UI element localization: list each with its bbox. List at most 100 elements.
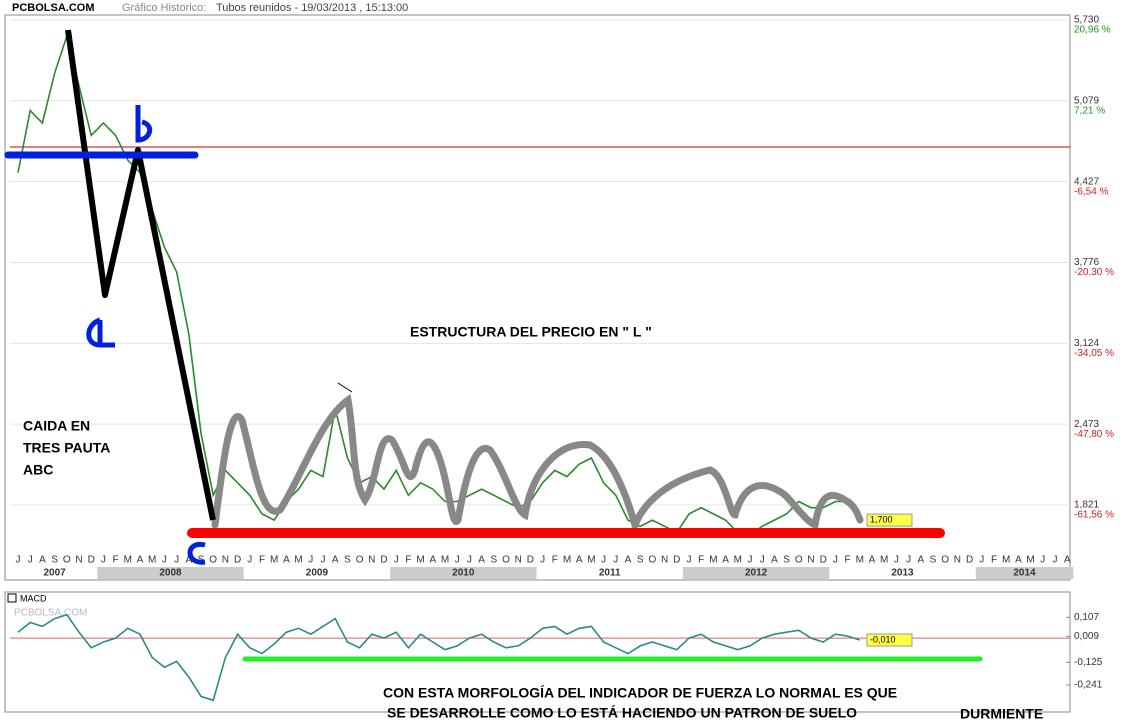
y-tick-label: -0,125 (1074, 657, 1103, 668)
pointer (337, 382, 353, 393)
y2-tick-label: 7,21 % (1074, 105, 1105, 116)
x-tick-label: A (429, 555, 436, 566)
x-tick-label: J (308, 555, 313, 566)
annotation: CON ESTA MORFOLOGÍA DEL INDICADOR DE FUE… (383, 685, 897, 701)
abc-drawing (65, 29, 216, 521)
y-tick-label: 3,776 (1074, 257, 1099, 268)
x-tick-label: A (137, 555, 144, 566)
x-tick-label: J (833, 555, 838, 566)
x-tick-label: J (687, 555, 692, 566)
x-tick-label: M (709, 555, 717, 566)
y2-tick-label: -6,54 % (1074, 186, 1109, 197)
x-tick-label: N (954, 555, 961, 566)
chart-label: Gráfico Historico: (122, 2, 206, 14)
x-tick-label: O (209, 555, 217, 566)
letter-b (135, 105, 153, 143)
x-tick-label: A (332, 555, 339, 566)
x-tick-label: A (478, 555, 485, 566)
x-tick-label: J (174, 555, 179, 566)
x-tick-label: M (124, 555, 132, 566)
x-tick-label: O (63, 555, 71, 566)
x-tick-label: M (563, 555, 571, 566)
y-tick-label: 4,427 (1074, 176, 1099, 187)
x-tick-label: M (148, 555, 156, 566)
x-tick-label: J (906, 555, 911, 566)
x-tick-label: M (734, 555, 742, 566)
x-tick-label: F (113, 555, 119, 566)
y-tick-label: -0,241 (1074, 680, 1103, 691)
y2-tick-label: 20,96 % (1074, 25, 1111, 36)
x-tick-label: J (979, 555, 984, 566)
x-tick-label: S (344, 555, 351, 566)
x-tick-label: M (441, 555, 449, 566)
x-tick-label: J (894, 555, 899, 566)
x-tick-label: A (771, 555, 778, 566)
wave-drawing (211, 393, 864, 536)
x-tick-label: A (283, 555, 290, 566)
last-value-label: 1,700 (870, 514, 893, 524)
x-tick-label: F (845, 555, 851, 566)
year-label: 2008 (159, 568, 182, 579)
year-label: 2011 (599, 568, 621, 579)
x-tick-label: J (601, 555, 606, 566)
last-value-box (866, 513, 913, 527)
x-tick-label: M (587, 555, 595, 566)
series-line (17, 33, 861, 536)
year-band (975, 567, 1074, 579)
year-label: 2013 (891, 568, 914, 579)
x-tick-label: J (613, 555, 618, 566)
x-tick-label: J (247, 555, 252, 566)
x-tick-label: O (941, 555, 949, 566)
series-line (17, 613, 861, 702)
x-tick-label: D (380, 555, 387, 566)
x-tick-label: J (1040, 555, 1045, 566)
x-tick-label: J (455, 555, 460, 566)
y2-tick-label: -61,56 % (1074, 510, 1114, 521)
x-tick-label: N (368, 555, 375, 566)
x-tick-label: S (637, 555, 644, 566)
x-tick-label: D (234, 555, 241, 566)
y2-tick-label: -34,05 % (1074, 348, 1114, 359)
x-tick-label: D (88, 555, 95, 566)
x-tick-label: D (966, 555, 973, 566)
x-tick-label: J (162, 555, 167, 566)
x-tick-label: M (416, 555, 424, 566)
y2-tick-label: -20,30 % (1074, 267, 1114, 278)
y2-tick-label: -47,80 % (1074, 429, 1114, 440)
x-tick-label: J (321, 555, 326, 566)
x-tick-label: J (16, 555, 21, 566)
annotation: ESTRUCTURA DEL PRECIO EN " L " (410, 324, 652, 340)
y-tick-label: 5,079 (1074, 95, 1099, 106)
x-tick-label: D (673, 555, 680, 566)
x-tick-label: O (356, 555, 364, 566)
annotation: SE DESARROLLE COMO LO ESTÁ HACIENDO UN P… (387, 705, 857, 721)
macd-panel (4, 591, 1071, 713)
x-tick-label: J (467, 555, 472, 566)
x-tick-label: J (101, 555, 106, 566)
x-tick-label: A (39, 555, 46, 566)
x-tick-label: J (1053, 555, 1058, 566)
annotation: TRES PAUTA (23, 440, 110, 456)
x-tick-label: A (185, 555, 192, 566)
x-tick-label: A (917, 555, 924, 566)
price-panel (4, 14, 1071, 581)
x-tick-label: F (405, 555, 411, 566)
x-tick-label: A (1064, 555, 1071, 566)
year-label: 2010 (452, 568, 475, 579)
x-tick-label: J (28, 555, 33, 566)
x-tick-label: A (576, 555, 583, 566)
panel-title: MACD (20, 593, 47, 603)
x-tick-label: N (661, 555, 668, 566)
x-tick-label: M (270, 555, 278, 566)
x-tick-label: A (625, 555, 632, 566)
close-icon (7, 593, 17, 603)
x-tick-label: F (698, 555, 704, 566)
last-value-box (866, 633, 913, 647)
site: PCBOLSA.COM (12, 2, 95, 14)
x-tick-label: S (51, 555, 58, 566)
year-band (390, 567, 537, 579)
year-band (97, 567, 244, 579)
